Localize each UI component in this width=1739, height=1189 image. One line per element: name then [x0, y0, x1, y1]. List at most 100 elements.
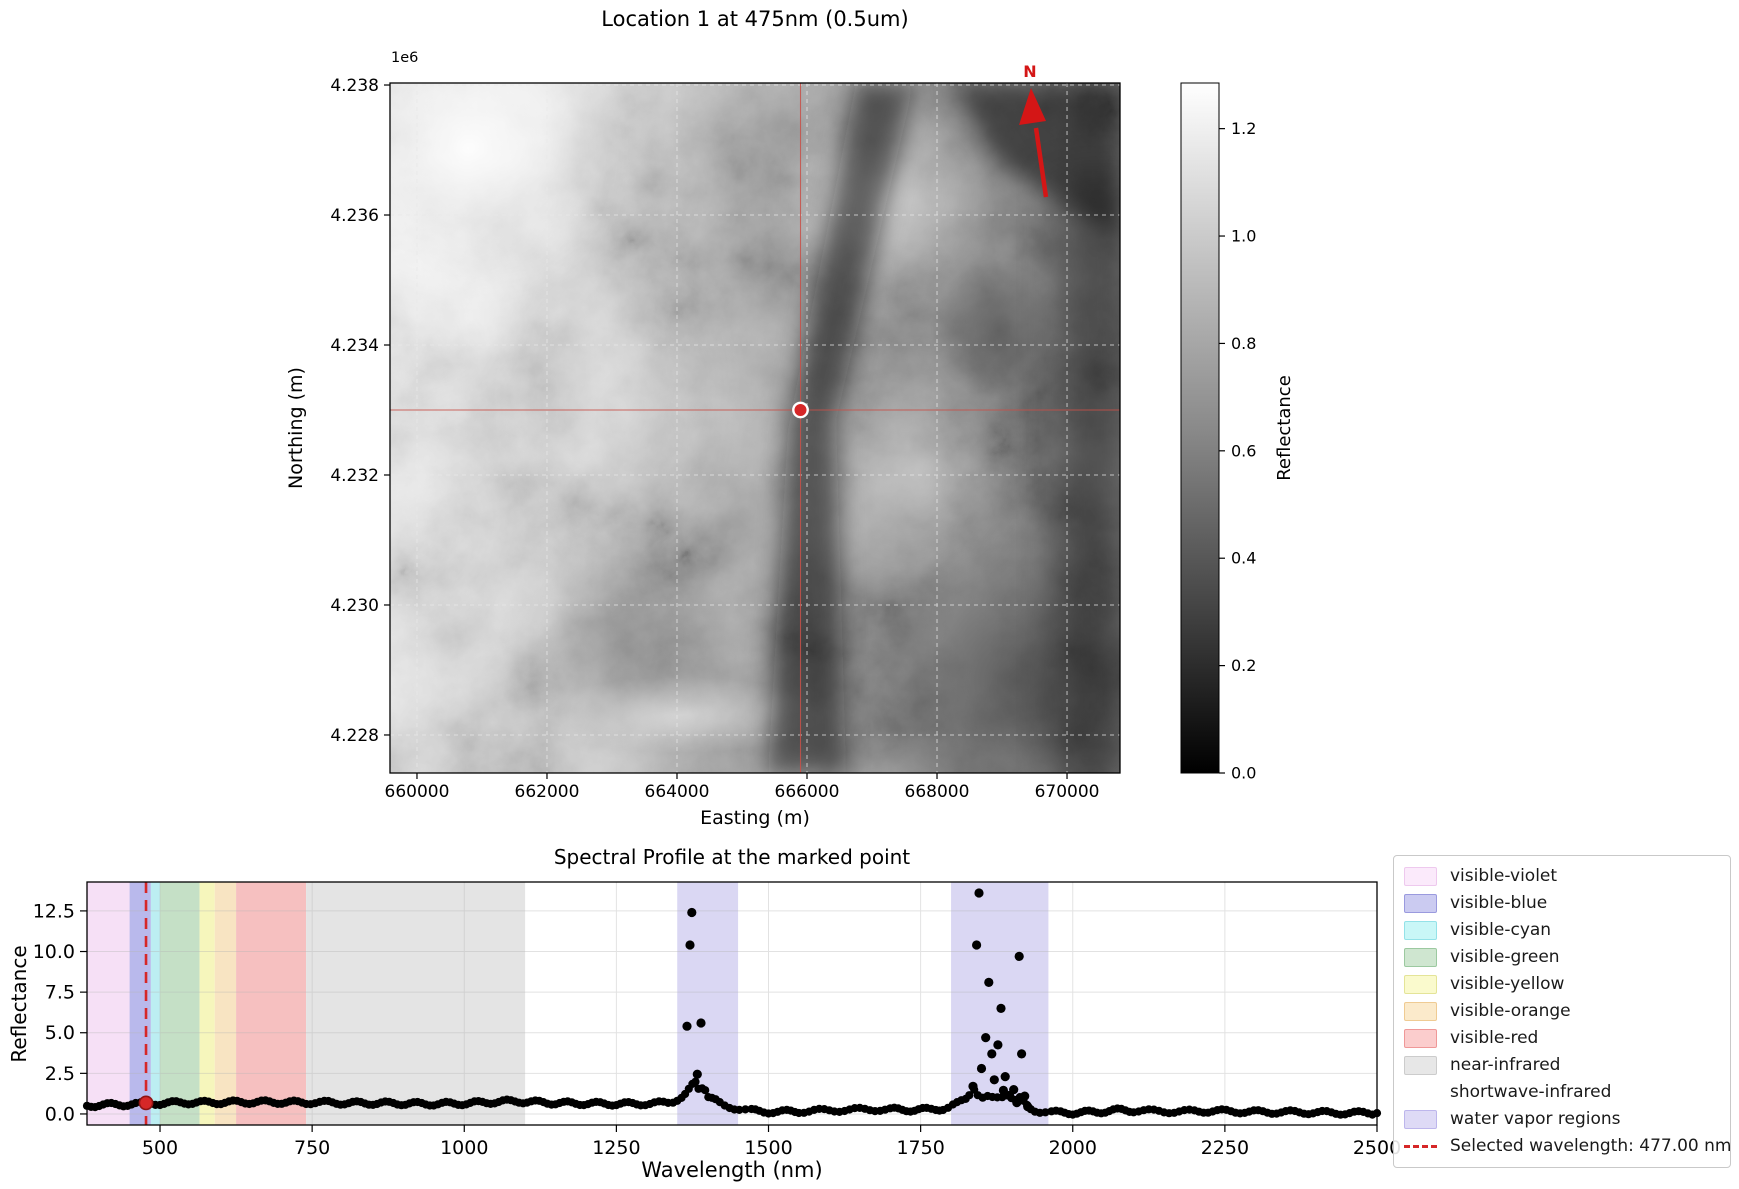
map-xlabel: Easting (m)	[700, 807, 810, 829]
map-ylabel: Northing (m)	[285, 367, 307, 489]
map-x-tick-label: 662000	[515, 782, 580, 802]
spectral-y-tick-label: 2.5	[45, 1063, 75, 1085]
map-x-tick-label: 666000	[775, 782, 840, 802]
spectral-y-tick-label: 12.5	[33, 900, 75, 922]
map-x-tick-label: 664000	[645, 782, 710, 802]
legend-item: visible-orange	[1404, 998, 1720, 1025]
legend-item-label: shortwave-infrared	[1450, 1082, 1612, 1102]
band-water-vapor-1	[677, 882, 739, 1125]
colorbar-label: Reflectance	[1274, 375, 1295, 481]
selected-wavelength-point[interactable]	[138, 1095, 154, 1111]
colorbar: 0.0 0.2 0.4 0.6 0.8 1.0 1.2 Reflectance	[1180, 82, 1295, 783]
map-image[interactable]	[270, 0, 1165, 830]
map-title: Location 1 at 475nm (0.5um)	[601, 7, 908, 31]
legend-patch-swatch	[1404, 894, 1437, 913]
legend-patch-swatch	[1404, 1110, 1437, 1129]
colorbar-tick-label: 0.0	[1231, 764, 1256, 783]
legend-item: Selected wavelength: 477.00 nm	[1404, 1133, 1731, 1160]
legend-item-label: visible-yellow	[1450, 974, 1565, 994]
map-plot-frame	[389, 82, 1121, 774]
spectral-x-tick-label: 500	[142, 1137, 178, 1159]
north-label: N	[1023, 62, 1036, 81]
spectral-x-tick-label: 1250	[592, 1137, 640, 1159]
legend-empty-swatch	[1404, 1083, 1437, 1102]
map-tick-marks	[384, 84, 1068, 779]
legend-item: visible-cyan	[1404, 917, 1720, 944]
colorbar-tick-label: 0.6	[1231, 441, 1256, 460]
map-x-tick-label: 670000	[1035, 782, 1100, 802]
map-gridlines	[390, 83, 1120, 773]
legend-item-label: water vapor regions	[1450, 1109, 1621, 1129]
legend-item-label: visible-cyan	[1450, 920, 1552, 940]
legend-item-label: visible-violet	[1450, 866, 1558, 886]
legend-item: visible-blue	[1404, 890, 1720, 917]
legend-item-label: near-infrared	[1450, 1055, 1561, 1075]
legend-patch-swatch	[1404, 948, 1437, 967]
legend-patch-swatch	[1404, 867, 1437, 886]
legend-patch-swatch	[1404, 1029, 1437, 1048]
north-arrow: N	[1019, 62, 1049, 198]
legend-item-label: Selected wavelength: 477.00 nm	[1450, 1136, 1732, 1156]
spectral-y-tick-label: 5.0	[45, 1022, 75, 1044]
spectral-y-tick-label: 0.0	[45, 1103, 75, 1125]
band-visible-yellow	[199, 882, 215, 1125]
band-visible-green	[160, 882, 200, 1125]
legend-item: visible-green	[1404, 944, 1720, 971]
colorbar-tick-label: 1.2	[1231, 119, 1256, 138]
map-y-tick-label: 4.228	[330, 726, 379, 746]
spectral-bands	[87, 882, 1049, 1125]
band-visible-orange	[214, 882, 237, 1125]
spectral-x-tick-label: 2250	[1201, 1137, 1249, 1159]
map-y-tick-label: 4.230	[330, 596, 379, 616]
legend-item: near-infrared	[1404, 1052, 1720, 1079]
legend-item: visible-violet	[1404, 863, 1720, 890]
spectral-x-tick-label: 2500	[1353, 1137, 1401, 1159]
band-visible-cyan	[150, 882, 161, 1125]
band-visible-blue	[129, 882, 151, 1125]
map-y-tick-label: 4.236	[330, 206, 379, 226]
legend-dashed-line-swatch	[1404, 1145, 1437, 1148]
spectral-tick-marks	[80, 910, 1378, 1132]
legend-item: water vapor regions	[1404, 1106, 1720, 1133]
legend-item-label: visible-orange	[1450, 1001, 1571, 1021]
band-visible-red	[236, 882, 307, 1125]
map-x-tick-label: 668000	[905, 782, 970, 802]
spectral-x-tick-label: 2000	[1049, 1137, 1097, 1159]
map-x-tick-label: 660000	[385, 782, 450, 802]
legend-patch-swatch	[1404, 975, 1437, 994]
colorbar-tick-label: 0.2	[1231, 656, 1256, 675]
spectral-plot-area[interactable]	[82, 881, 1382, 1126]
map-y-tick-label: 4.234	[330, 336, 379, 356]
axis-offset-text: 1e6	[391, 50, 418, 66]
legend-item: visible-red	[1404, 1025, 1720, 1052]
colorbar-tick-label: 1.0	[1231, 227, 1256, 246]
spectral-xlabel: Wavelength (nm)	[641, 1158, 822, 1182]
band-water-vapor-2	[951, 882, 1049, 1125]
spectral-legend: visible-violet visible-blue visible-cyan vi…	[1393, 855, 1731, 1168]
spectral-title: Spectral Profile at the marked point	[554, 845, 910, 869]
colorbar-gradient	[1180, 82, 1220, 774]
map-dark-regions	[500, 83, 1120, 773]
legend-item-label: visible-red	[1450, 1028, 1539, 1048]
spectral-x-tick-label: 1000	[440, 1137, 488, 1159]
spectral-x-tick-label: 750	[294, 1137, 330, 1159]
legend-item: shortwave-infrared	[1404, 1079, 1720, 1106]
spectral-x-tick-label: 1750	[896, 1137, 944, 1159]
map-y-tick-label: 4.232	[330, 466, 379, 486]
map-y-tick-label: 4.238	[330, 76, 379, 96]
marked-point[interactable]	[792, 401, 809, 419]
crosshair-lines	[390, 83, 1120, 773]
spectral-y-tick-label: 10.0	[33, 941, 75, 963]
colorbar-tick-label: 0.8	[1231, 334, 1256, 353]
spectral-tick-labels: 500 750 1000 1250 1500 1750 2000 2250 2500 0.0 2.5…	[33, 900, 1401, 1159]
band-near-infrared	[306, 882, 526, 1125]
spectral-y-tick-label: 7.5	[45, 982, 75, 1004]
legend-item: visible-yellow	[1404, 971, 1720, 998]
legend-item-label: visible-green	[1450, 947, 1560, 967]
spectral-plot-frame	[86, 881, 1378, 1126]
colorbar-tick-marks	[1219, 128, 1225, 774]
legend-patch-swatch	[1404, 1056, 1437, 1075]
colorbar-tick-label: 0.4	[1231, 549, 1256, 568]
